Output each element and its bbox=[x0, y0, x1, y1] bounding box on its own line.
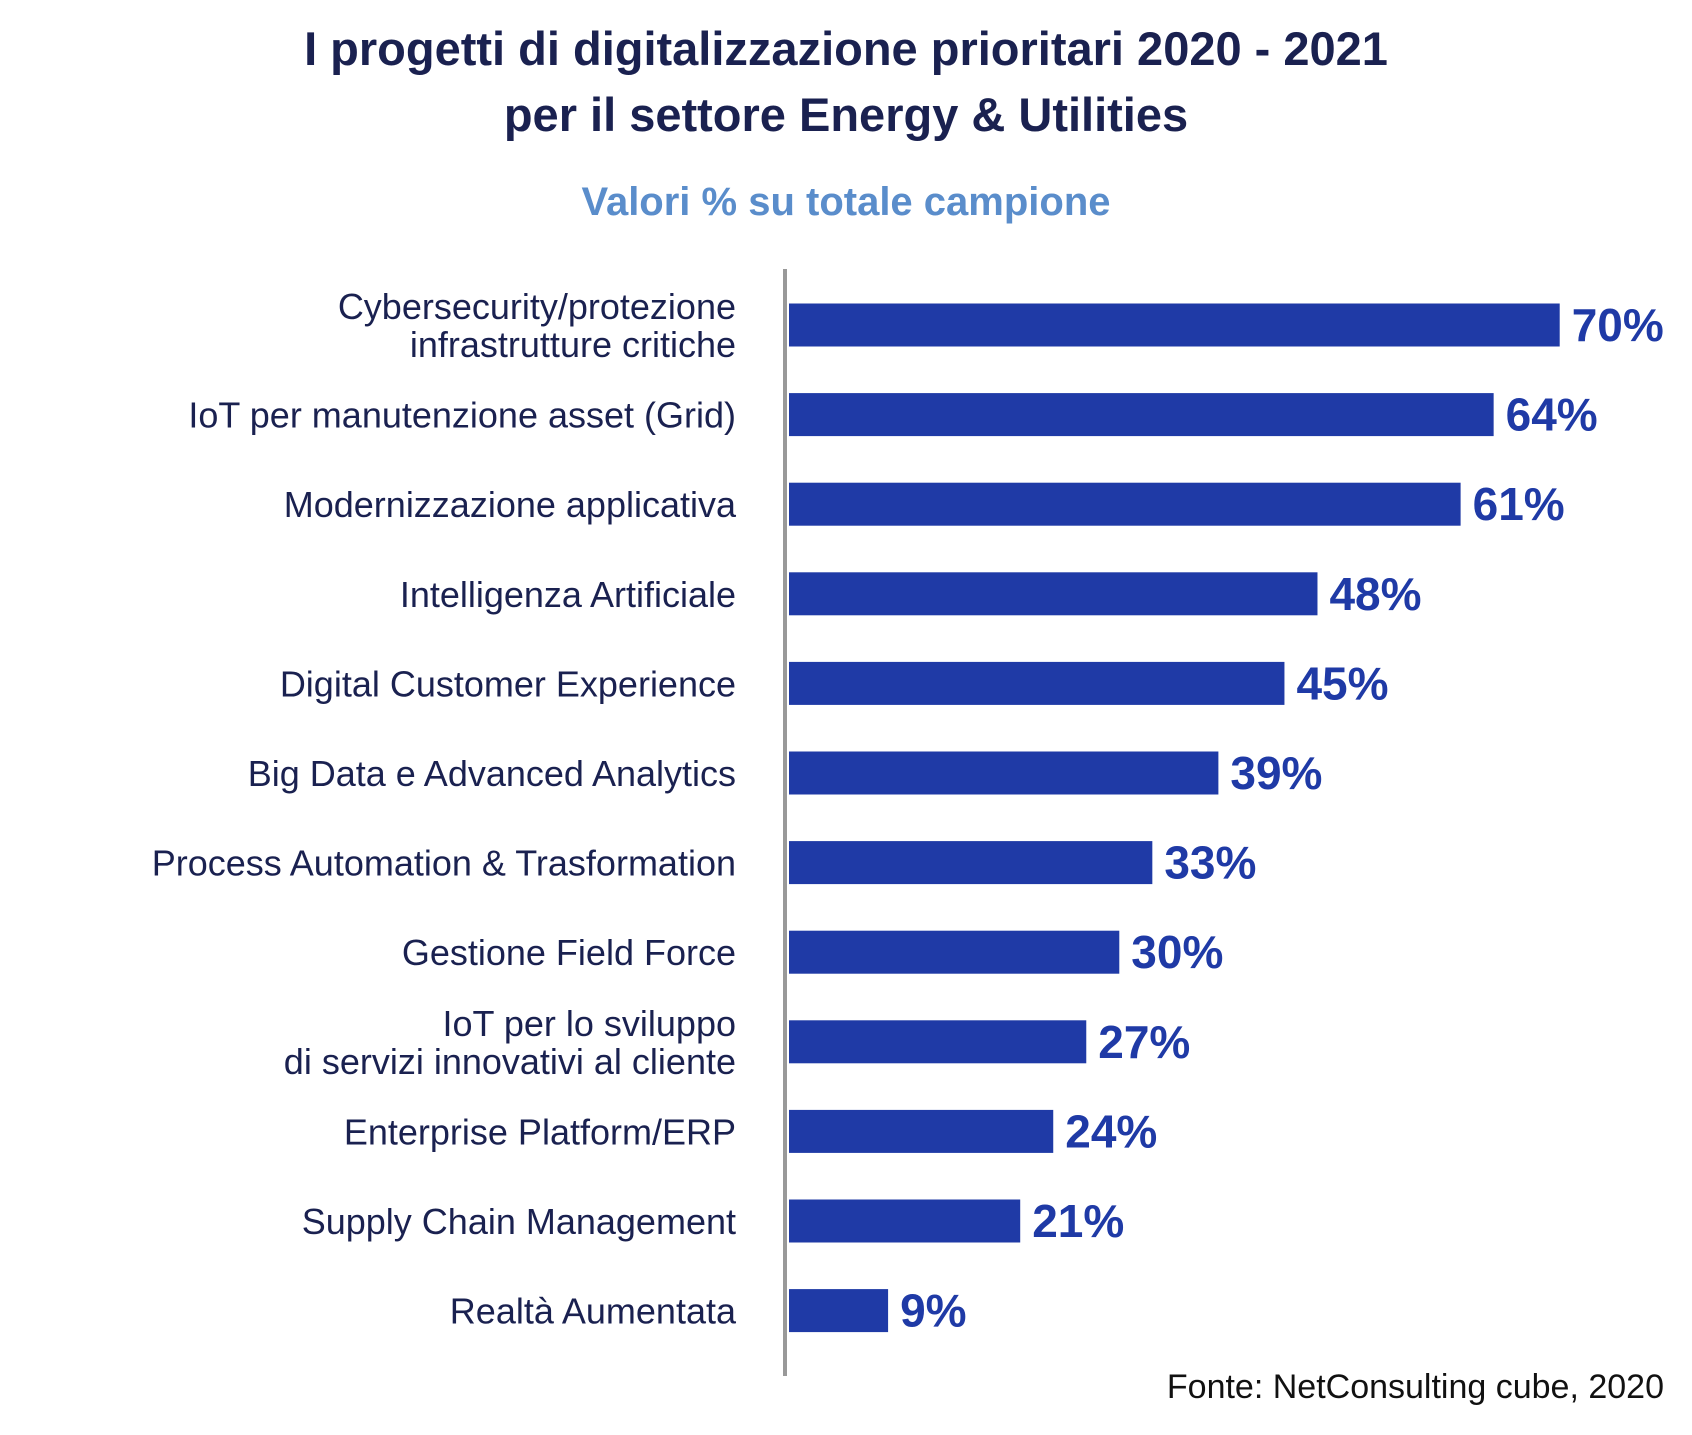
bar bbox=[789, 482, 1461, 526]
chart-title: I progetti di digitalizzazione prioritar… bbox=[0, 16, 1692, 148]
category-label: Modernizzazione applicativa bbox=[284, 484, 737, 525]
value-label: 33% bbox=[1164, 837, 1256, 889]
value-label: 64% bbox=[1506, 389, 1598, 441]
category-label: infrastrutture critiche bbox=[410, 324, 736, 365]
value-label: 61% bbox=[1473, 478, 1565, 530]
chart-subtitle: Valori % su totale campione bbox=[581, 180, 1111, 224]
bar bbox=[789, 841, 1153, 885]
category-label: Big Data e Advanced Analytics bbox=[248, 753, 736, 794]
value-label: 24% bbox=[1065, 1105, 1157, 1157]
bar bbox=[789, 1109, 1054, 1153]
value-label: 48% bbox=[1329, 568, 1421, 620]
category-label: IoT per lo sviluppo bbox=[442, 1003, 736, 1044]
category-label: Digital Customer Experience bbox=[280, 663, 736, 704]
category-label: Process Automation & Trasformation bbox=[152, 843, 736, 884]
value-label: 70% bbox=[1572, 299, 1664, 351]
bar bbox=[789, 303, 1560, 347]
value-label: 45% bbox=[1296, 657, 1388, 709]
value-label: 27% bbox=[1098, 1016, 1190, 1068]
category-label: di servizi innovativi al cliente bbox=[284, 1041, 736, 1082]
category-label: Supply Chain Management bbox=[302, 1201, 736, 1242]
bar bbox=[789, 661, 1285, 705]
chart-title-line-1: I progetti di digitalizzazione prioritar… bbox=[304, 22, 1388, 75]
bar bbox=[789, 930, 1120, 974]
category-label: Enterprise Platform/ERP bbox=[344, 1111, 736, 1152]
bar bbox=[789, 751, 1219, 795]
bar bbox=[789, 1199, 1021, 1243]
value-label: 21% bbox=[1032, 1195, 1124, 1247]
value-label: 9% bbox=[900, 1285, 966, 1337]
category-label: Gestione Field Force bbox=[402, 932, 736, 973]
value-label: 39% bbox=[1230, 747, 1322, 799]
bar bbox=[789, 1289, 889, 1333]
category-label: Cybersecurity/protezione bbox=[338, 286, 736, 327]
source-note: Fonte: NetConsulting cube, 2020 bbox=[1166, 1368, 1664, 1406]
value-label: 30% bbox=[1131, 926, 1223, 978]
category-label: Realtà Aumentata bbox=[450, 1291, 737, 1332]
category-label: Intelligenza Artificiale bbox=[400, 574, 736, 615]
bar bbox=[789, 393, 1494, 437]
chart-title-line-2: per il settore Energy & Utilities bbox=[503, 88, 1189, 141]
bar bbox=[789, 572, 1318, 616]
bar bbox=[789, 1020, 1087, 1064]
category-label: IoT per manutenzione asset (Grid) bbox=[188, 395, 736, 436]
